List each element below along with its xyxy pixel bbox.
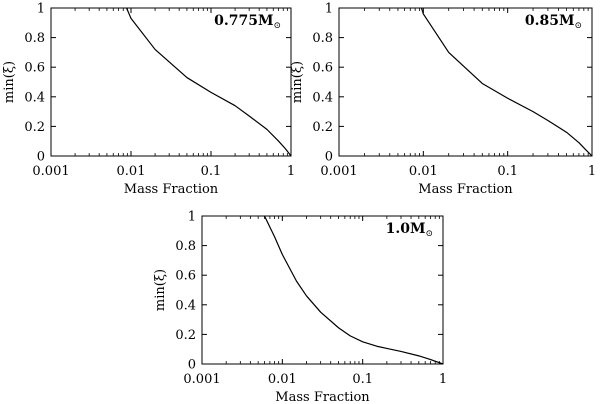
y-tick-label: 0.4 [175,298,196,313]
series-line-1 [420,7,593,157]
x-tick-label: 1 [588,164,596,179]
y-axis-title: min(ξ) [290,61,305,103]
y-tick-label: 1 [188,210,196,225]
chart-panel-1: 0.001 0.01 0.1 1 0 0.2 0.4 0.6 0.8 1 Mass Fraction… [2,2,295,198]
y-tick-label: 0.4 [312,90,333,105]
y-tick-label: 0 [37,150,45,165]
chart-panel-3: 0.001 0.01 0.1 1 0 0.2 0.4 0.6 0.8 1 Mass Fraction… [153,210,447,404]
y-tick-label: 0.2 [24,120,45,135]
y-tick-label: 0 [325,150,333,165]
y-tick-label: 0.8 [312,31,333,46]
mass-value: 0.775 [214,13,258,29]
y-tick-label: 0.2 [175,328,196,343]
x-tick-label: 0.001 [32,164,69,179]
y-tick-label: 0.2 [312,120,333,135]
y-tick-label: 1 [37,2,45,17]
y-tick-label: 0 [188,358,196,373]
plot-frame [201,215,444,365]
x-axis-title: Mass Fraction [418,182,513,197]
solar-subscript: ⊙ [425,229,433,239]
x-tick-label: 0.001 [320,164,357,179]
plot-frame [50,7,292,157]
x-tick-label: 0.01 [117,164,146,179]
y-axis-title: min(ξ) [153,269,168,311]
x-tick-label: 0.1 [352,372,373,387]
x-tick-label: 1 [287,164,295,179]
mass-label: 0.85M⊙ [525,13,582,31]
plot-frame [338,7,593,157]
x-tick-label: 0.1 [497,164,518,179]
y-axis-title: min(ξ) [2,61,17,103]
x-axis-title: Mass Fraction [124,182,219,197]
y-tick-label: 0.6 [175,269,196,284]
mass-unit: M [410,221,426,237]
mass-unit: M [559,13,575,29]
x-axis-title: Mass Fraction [275,390,370,404]
x-tick-label: 0.1 [201,164,222,179]
x-tick-label: 1 [439,372,447,387]
y-tick-label: 0.6 [24,61,45,76]
x-tick-label: 0.01 [409,164,438,179]
solar-subscript: ⊙ [574,21,582,31]
series-line-1 [263,215,444,365]
series-line-1 [126,7,292,157]
mass-label: 1.0M⊙ [386,221,433,239]
chart-panel-2: 0.001 0.01 0.1 1 0 0.2 0.4 0.6 0.8 1 Mass Fraction… [290,2,596,198]
y-tick-label: 0.8 [175,239,196,254]
x-tick-label: 0.001 [183,372,220,387]
y-tick-label: 1 [325,2,333,17]
y-tick-label: 0.6 [312,61,333,76]
y-tick-label: 0.8 [24,31,45,46]
mass-unit: M [258,13,274,29]
mass-value: 0.85 [525,13,559,29]
mass-label: 0.775M⊙ [214,13,281,31]
y-tick-label: 0.4 [24,90,45,105]
solar-subscript: ⊙ [273,21,281,31]
x-tick-label: 0.01 [268,372,297,387]
mass-value: 1.0 [386,221,411,237]
